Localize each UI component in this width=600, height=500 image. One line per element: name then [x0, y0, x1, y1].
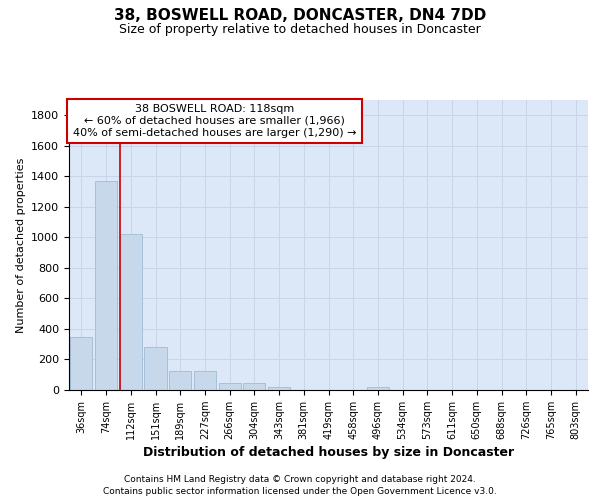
Bar: [145, 348, 167, 390]
Text: Contains public sector information licensed under the Open Government Licence v3: Contains public sector information licen…: [103, 487, 497, 496]
Bar: [243, 383, 265, 390]
Bar: [268, 387, 290, 390]
Bar: [367, 387, 389, 390]
Bar: [194, 371, 216, 390]
Bar: [70, 336, 92, 390]
Text: 38 BOSWELL ROAD: 118sqm
← 60% of detached houses are smaller (1,966)
40% of semi: 38 BOSWELL ROAD: 118sqm ← 60% of detache…: [73, 104, 356, 138]
Bar: [218, 383, 241, 390]
X-axis label: Distribution of detached houses by size in Doncaster: Distribution of detached houses by size …: [143, 446, 514, 459]
Y-axis label: Number of detached properties: Number of detached properties: [16, 158, 26, 332]
Bar: [95, 181, 117, 390]
Bar: [119, 234, 142, 390]
Text: 38, BOSWELL ROAD, DONCASTER, DN4 7DD: 38, BOSWELL ROAD, DONCASTER, DN4 7DD: [114, 8, 486, 22]
Text: Size of property relative to detached houses in Doncaster: Size of property relative to detached ho…: [119, 22, 481, 36]
Bar: [169, 371, 191, 390]
Text: Contains HM Land Registry data © Crown copyright and database right 2024.: Contains HM Land Registry data © Crown c…: [124, 475, 476, 484]
